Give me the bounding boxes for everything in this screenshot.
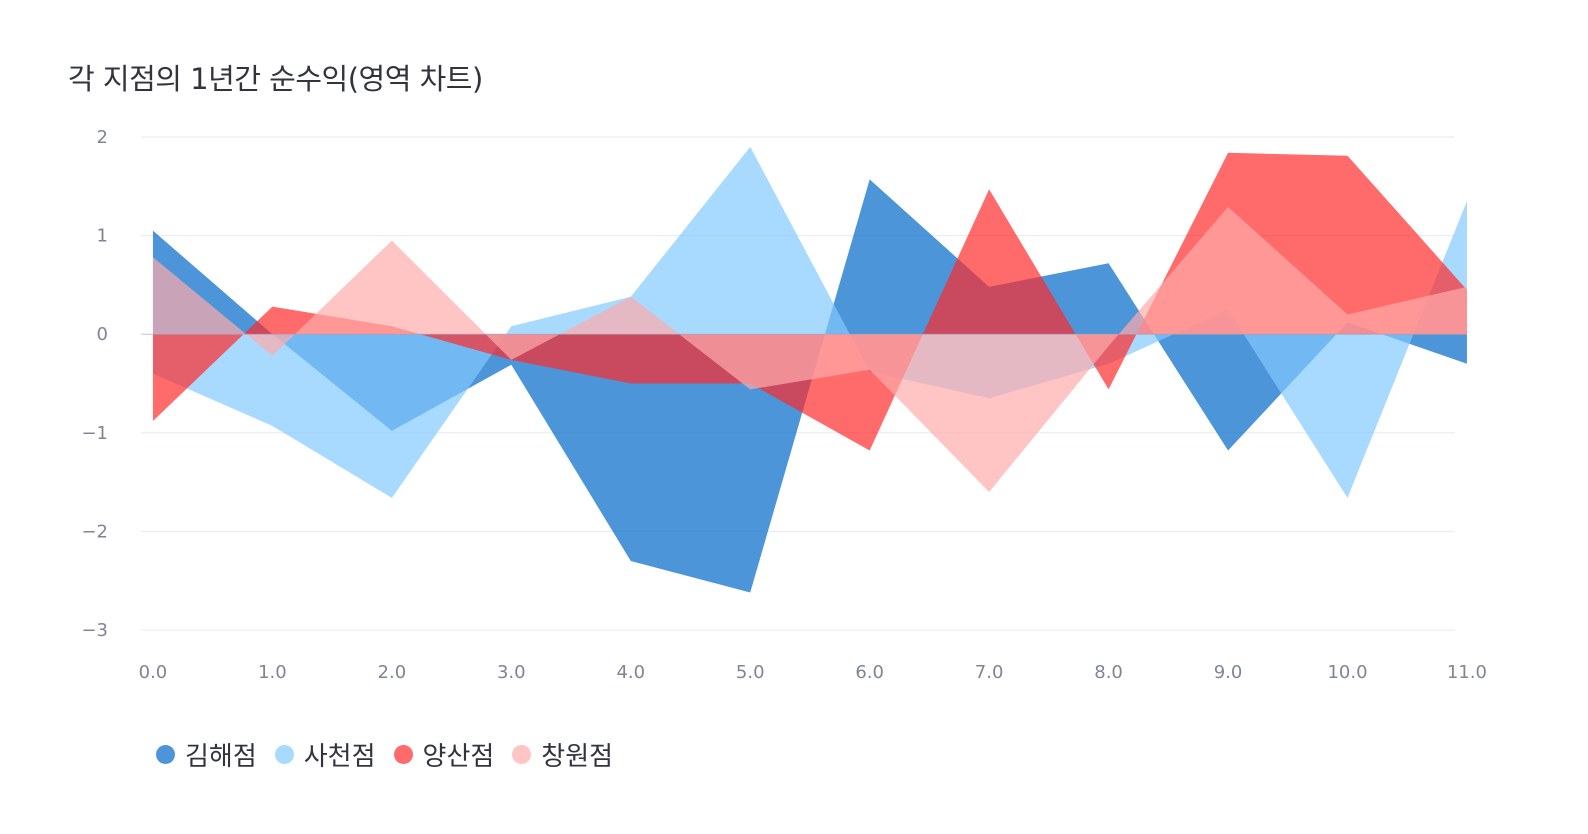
data-point (1345, 154, 1349, 158)
legend-label: 창원점 (541, 742, 614, 772)
area-layer (151, 145, 1469, 595)
data-point (270, 354, 274, 358)
data-point (868, 177, 872, 181)
x-tick-label: 9.0 (1214, 662, 1243, 683)
legend-item[interactable]: 김해점 (156, 736, 257, 773)
y-tick-label: −3 (81, 620, 108, 641)
data-point (1345, 496, 1349, 500)
data-point (1226, 205, 1230, 209)
x-tick-label: 4.0 (616, 662, 645, 683)
data-point (987, 490, 991, 494)
data-point (1465, 362, 1469, 366)
legend-item[interactable]: 창원점 (512, 736, 613, 773)
legend-item[interactable]: 사천점 (274, 736, 376, 773)
data-point (1345, 312, 1349, 316)
x-tick-label: 0.0 (139, 662, 168, 683)
data-point (151, 419, 155, 423)
data-point (509, 358, 513, 362)
data-point (748, 145, 752, 149)
data-point (509, 363, 513, 367)
x-tick-label: 7.0 (975, 662, 1004, 683)
area-series (152, 146, 1467, 498)
data-point (390, 239, 394, 243)
y-tick-label: −1 (81, 423, 108, 444)
legend: 김해점 사천점 양산점 창원점 (156, 736, 613, 773)
y-tick-label: 2 (97, 127, 108, 148)
x-tick-label: 2.0 (378, 662, 407, 683)
data-point (1226, 151, 1230, 155)
data-point (151, 255, 155, 259)
legend-label: 김해점 (185, 742, 257, 772)
legend-swatch-icon (156, 745, 175, 764)
data-point (1107, 344, 1111, 348)
area-series (152, 207, 1467, 492)
y-tick-label: −2 (81, 521, 108, 542)
legend-swatch-icon (274, 745, 294, 764)
x-tick-label: 8.0 (1094, 662, 1123, 683)
x-tick-label: 3.0 (497, 662, 526, 683)
x-tick-label: 11.0 (1447, 662, 1487, 683)
axis-layer: 2 1 0 −1 −2 −3 0.0 1.0 2.0 3.0 4.0 5.0 6.0 7.0 8.0 9.0 1… (81, 127, 1487, 683)
data-point (1465, 199, 1469, 203)
x-tick-label: 10.0 (1327, 662, 1367, 683)
data-point (390, 496, 394, 500)
data-point (270, 305, 274, 309)
data-point (1107, 261, 1111, 265)
data-point (1107, 387, 1111, 391)
data-point (868, 449, 872, 453)
data-point (270, 424, 274, 428)
chart-title: 각 지점의 1년간 순수익(영역 차트) (68, 62, 483, 96)
data-point (629, 295, 633, 299)
legend-label: 사천점 (303, 742, 376, 772)
legend-item[interactable]: 양산점 (393, 736, 495, 773)
data-point (868, 368, 872, 372)
x-tick-label: 1.0 (258, 662, 287, 683)
data-point (987, 187, 991, 191)
y-tick-label: 0 (97, 324, 108, 345)
legend-label: 양산점 (422, 742, 495, 772)
data-point (748, 387, 752, 391)
x-tick-label: 6.0 (855, 662, 884, 683)
data-point (509, 324, 513, 328)
data-point (748, 591, 752, 595)
data-point (629, 559, 633, 563)
y-tick-label: 1 (97, 226, 108, 247)
legend-swatch-icon (512, 745, 532, 764)
data-point (151, 229, 155, 233)
data-point (1465, 285, 1469, 289)
legend-swatch-icon (393, 745, 413, 764)
data-point (629, 382, 633, 386)
data-point (1226, 449, 1230, 453)
x-tick-label: 5.0 (736, 662, 765, 683)
